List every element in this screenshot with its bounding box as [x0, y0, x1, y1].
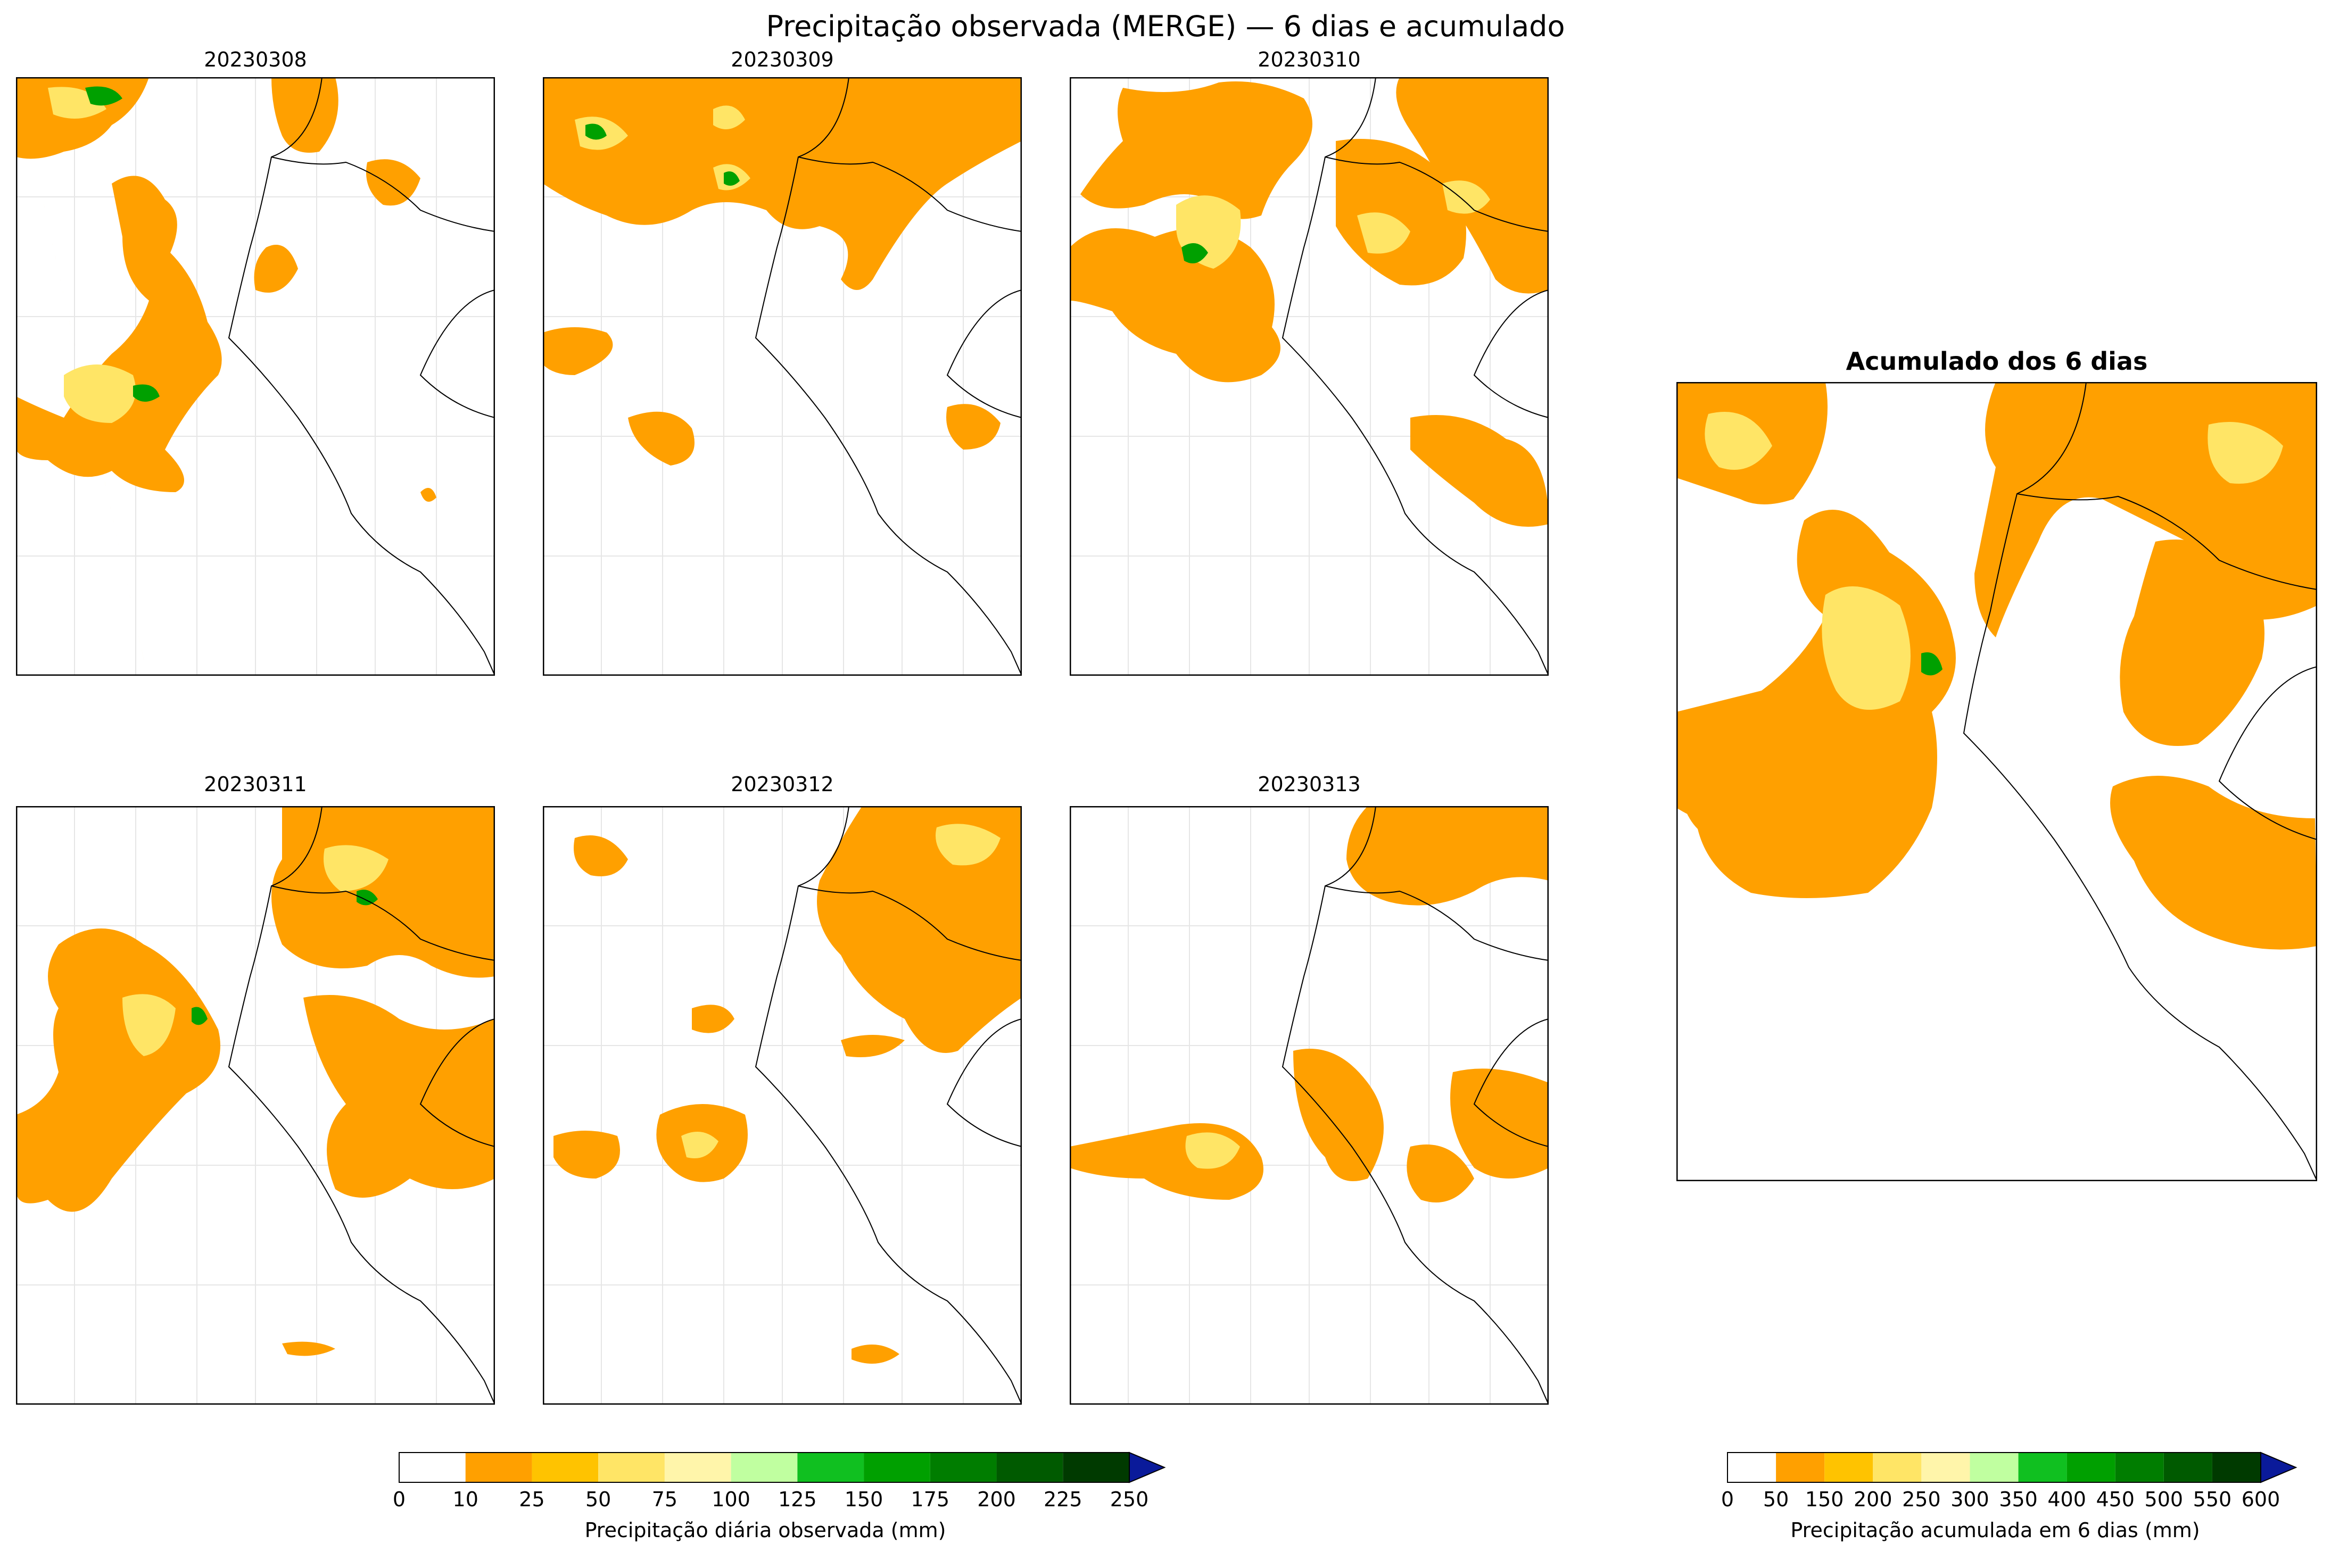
accum-colorbar-ticks: 0 50 150 200 250 300 350 400 450 500 550 600 — [1721, 1488, 2280, 1514]
daily-colorbar-tick-label: 150 — [844, 1488, 883, 1511]
daily-colorbar-swatch-1 — [465, 1453, 532, 1482]
panel-title-4: 20230311 — [204, 773, 307, 796]
accum-colorbar-swatch-7 — [2067, 1453, 2115, 1482]
precip-max — [585, 123, 740, 186]
daily-colorbar-tick-label: 250 — [1110, 1488, 1149, 1511]
accum-colorbar-swatch-8 — [2115, 1453, 2164, 1482]
precip-heavy — [1185, 1132, 1240, 1169]
accum-colorbar-tick-label: 600 — [2241, 1488, 2280, 1511]
daily-colorbar-extend-arrow — [1129, 1451, 1166, 1483]
precip-heavy — [1705, 412, 2283, 710]
daily-colorbar-tick-label: 75 — [651, 1488, 678, 1511]
accum-colorbar-tick-label: 50 — [1763, 1488, 1789, 1511]
accum-colorbar-swatch-10 — [2212, 1453, 2261, 1482]
map-panel-20230309 — [543, 77, 1022, 676]
accum-colorbar-swatch-0 — [1727, 1453, 1776, 1482]
daily-colorbar-tick-label: 100 — [712, 1488, 750, 1511]
map-panel-20230312 — [543, 806, 1022, 1405]
daily-colorbar-tick-label: 25 — [519, 1488, 545, 1511]
daily-colorbar-label: Precipitação diária observada (mm) — [584, 1519, 946, 1542]
accum-colorbar-label: Precipitação acumulada em 6 dias (mm) — [1790, 1519, 2200, 1542]
accum-colorbar-swatch-5 — [1970, 1453, 2019, 1482]
map-panel-20230311 — [16, 806, 495, 1405]
accum-colorbar-tick-label: 250 — [1902, 1488, 1941, 1511]
coastline — [1282, 806, 1549, 1405]
daily-colorbar-tick-label: 50 — [585, 1488, 611, 1511]
daily-colorbar: 0 10 25 50 75 100 125 150 175 200 225 250 Precipita… — [393, 1451, 1170, 1547]
daily-colorbar-swatch-3 — [598, 1453, 665, 1482]
precip-fill — [1070, 806, 1549, 1202]
panel-title-5: 20230312 — [731, 773, 834, 796]
daily-colorbar-tick-label: 10 — [452, 1488, 478, 1511]
daily-colorbar-swatch-4 — [664, 1453, 731, 1482]
accum-colorbar-tick-label: 550 — [2193, 1488, 2232, 1511]
daily-colorbar-swatch-8 — [930, 1453, 997, 1482]
daily-colorbar-outline — [399, 1452, 1130, 1483]
daily-colorbar-tick-label: 225 — [1044, 1488, 1082, 1511]
accum-colorbar-swatch-4 — [1921, 1453, 1970, 1482]
map-panel-20230308 — [16, 77, 495, 676]
precip-fill — [553, 806, 1022, 1364]
daily-colorbar-tick-label: 200 — [977, 1488, 1016, 1511]
daily-colorbar-swatch-2 — [532, 1453, 599, 1482]
coastline — [1282, 77, 1549, 676]
accum-colorbar-tick-label: 500 — [2144, 1488, 2184, 1511]
coastline — [228, 77, 495, 676]
precip-max — [192, 890, 378, 1025]
accum-colorbar-swatch-3 — [1873, 1453, 1922, 1482]
accum-colorbar-tick-label: 200 — [1854, 1488, 1892, 1511]
accum-colorbar-outline — [1727, 1452, 2261, 1483]
accum-colorbar-extend-arrow — [2260, 1451, 2297, 1483]
daily-colorbar-swatch-10 — [1063, 1453, 1129, 1482]
map-panel-accumulated — [1676, 382, 2317, 1181]
daily-colorbar-swatch-6 — [797, 1453, 864, 1482]
daily-colorbar-swatch-9 — [996, 1453, 1063, 1482]
accum-colorbar-swatch-6 — [2018, 1453, 2067, 1482]
accum-colorbar-tick-label: 450 — [2096, 1488, 2135, 1511]
accum-colorbar-tick-label: 350 — [1999, 1488, 2038, 1511]
map-panel-20230310 — [1070, 77, 1549, 676]
panel-title-1: 20230308 — [204, 48, 307, 71]
coastline — [228, 806, 495, 1405]
coastline — [1963, 382, 2317, 1181]
daily-colorbar-tick-label: 175 — [911, 1488, 950, 1511]
daily-colorbar-swatch-7 — [864, 1453, 930, 1482]
accum-colorbar-swatch-9 — [2163, 1453, 2212, 1482]
accum-panel-title: Acumulado dos 6 dias — [1846, 347, 2148, 376]
daily-colorbar-swatch-0 — [399, 1453, 466, 1482]
accum-colorbar-tick-label: 0 — [1721, 1488, 1734, 1511]
accum-colorbar-tick-label: 400 — [2047, 1488, 2086, 1511]
daily-colorbar-swatches — [399, 1451, 1166, 1483]
accum-colorbar-tick-label: 300 — [1950, 1488, 1989, 1511]
accum-colorbar: 0 50 150 200 250 300 350 400 450 500 550 600 Precip… — [1721, 1451, 2301, 1547]
coastline — [755, 806, 1022, 1405]
accum-colorbar-swatch-1 — [1776, 1453, 1825, 1482]
precip-heavy — [681, 824, 1001, 1158]
precip-max — [85, 86, 160, 402]
precip-max — [1921, 652, 1942, 676]
precip-heavy — [1176, 180, 1490, 269]
accum-colorbar-tick-label: 150 — [1805, 1488, 1844, 1511]
precip-max — [1181, 243, 1208, 263]
accum-colorbar-swatch-2 — [1824, 1453, 1873, 1482]
precip-heavy — [122, 845, 388, 1056]
daily-colorbar-tick-label: 0 — [392, 1488, 406, 1511]
daily-colorbar-tick-label: 125 — [778, 1488, 817, 1511]
panel-title-3: 20230310 — [1258, 48, 1361, 71]
precip-fill — [543, 77, 1022, 466]
panel-title-2: 20230309 — [731, 48, 834, 71]
accum-colorbar-swatches — [1727, 1451, 2297, 1483]
map-panel-20230313 — [1070, 806, 1549, 1405]
daily-colorbar-swatch-5 — [731, 1453, 798, 1482]
daily-colorbar-ticks: 0 10 25 50 75 100 125 150 175 200 225 250 — [393, 1488, 1148, 1514]
coastline — [755, 77, 1022, 676]
panel-title-6: 20230313 — [1258, 773, 1361, 796]
figure-title: Precipitação observada (MERGE) — 6 dias … — [766, 10, 1565, 43]
